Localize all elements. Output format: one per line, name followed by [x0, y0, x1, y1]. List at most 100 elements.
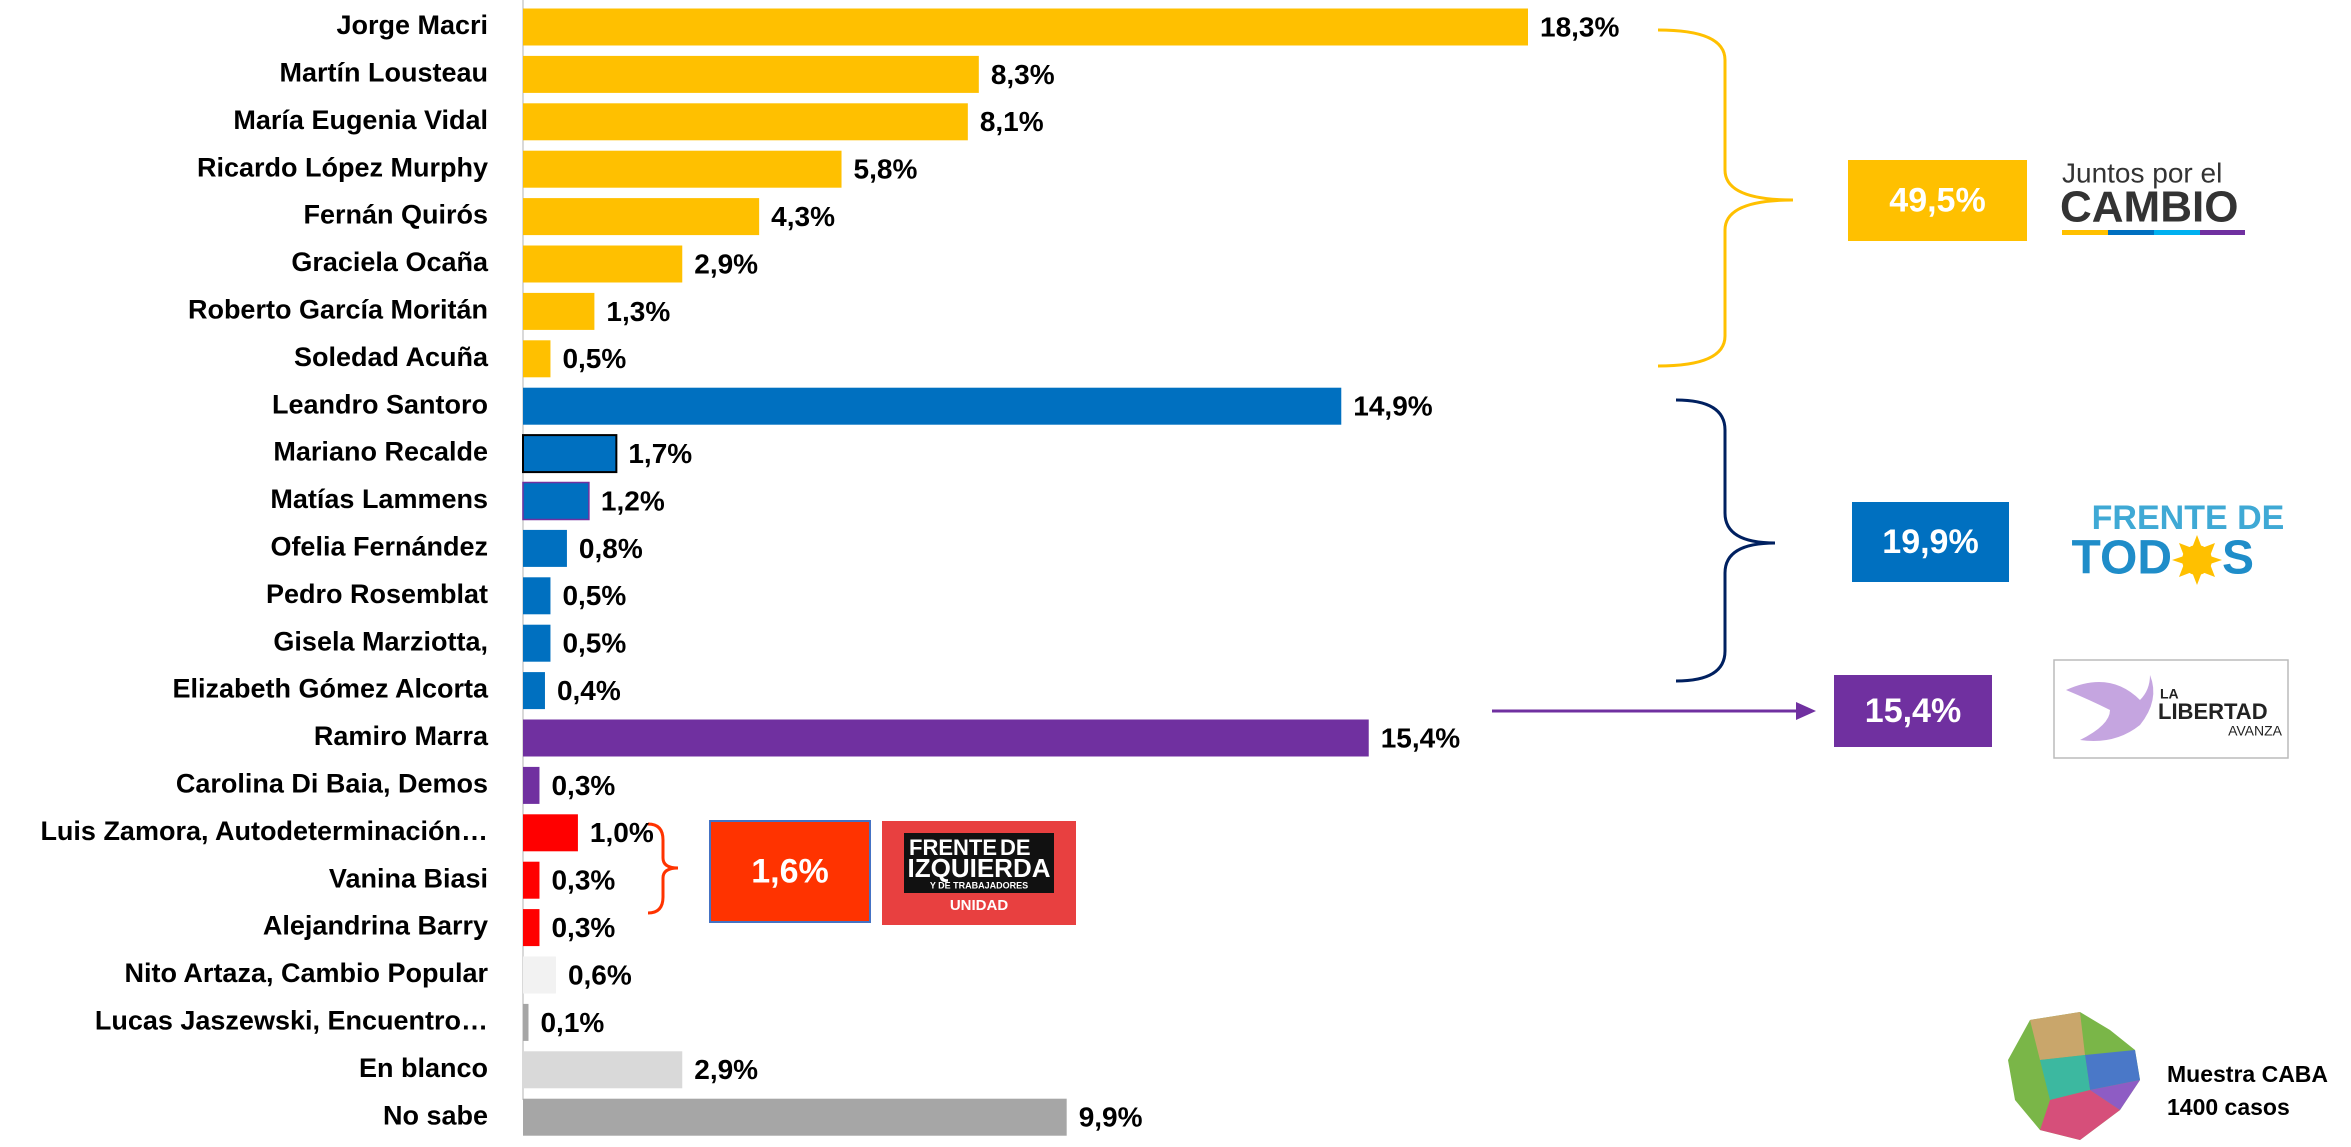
- value-label: 0,3%: [551, 912, 615, 943]
- value-label: 0,8%: [579, 533, 643, 564]
- bar: [523, 861, 540, 899]
- logo-text: DE: [1000, 835, 1031, 860]
- logo-frame: [904, 833, 1054, 893]
- brace: [647, 822, 679, 915]
- logo-text: FRENTE: [909, 835, 997, 860]
- category-label: Vanina Biasi: [329, 863, 488, 893]
- brace: [1657, 28, 1794, 368]
- value-label: 0,5%: [562, 628, 626, 659]
- bar: [523, 1003, 529, 1041]
- arrow-head: [1796, 702, 1816, 720]
- bar: [523, 719, 1369, 757]
- group-total-box: [1834, 675, 1992, 747]
- value-label: 0,5%: [562, 343, 626, 374]
- category-label: María Eugenia Vidal: [233, 105, 488, 135]
- category-label: Jorge Macri: [336, 10, 488, 40]
- category-label: Graciela Ocaña: [291, 247, 489, 277]
- logo-text: Juntos por el: [2062, 157, 2222, 188]
- bar: [523, 624, 551, 662]
- bar: [523, 1051, 683, 1089]
- bar: [523, 672, 545, 710]
- map-region: [2090, 1080, 2140, 1110]
- value-label: 18,3%: [1540, 11, 1619, 42]
- map-icon: [2008, 1012, 2140, 1140]
- bar: [522, 481, 590, 521]
- value-label: 8,3%: [991, 59, 1055, 90]
- category-label: Matías Lammens: [270, 484, 488, 514]
- bar: [523, 340, 551, 378]
- logo-text: Y DE TRABAJADORES: [930, 880, 1028, 890]
- bar: [522, 434, 618, 474]
- map-region: [2085, 1050, 2140, 1090]
- value-label: 0,3%: [551, 770, 615, 801]
- value-label: 9,9%: [1079, 1102, 1143, 1133]
- bar: [523, 956, 556, 994]
- category-label: Alejandrina Barry: [263, 911, 488, 941]
- category-label: Carolina Di Baia, Demos: [176, 769, 488, 799]
- logo-todos: FRENTE DE TOD S: [2072, 499, 2285, 585]
- category-label: No sabe: [383, 1100, 488, 1130]
- value-label: 4,3%: [771, 201, 835, 232]
- value-label: 15,4%: [1381, 722, 1460, 753]
- group-total-box: [709, 820, 871, 923]
- group-total-label: 19,9%: [1882, 523, 1978, 561]
- group-total-label: 15,4%: [1865, 692, 1961, 730]
- group-total-box: [1852, 502, 2009, 582]
- value-label: 1,7%: [628, 438, 692, 469]
- category-label: Elizabeth Gómez Alcorta: [172, 674, 489, 704]
- value-label: 0,1%: [540, 1007, 604, 1038]
- category-label: Roberto García Moritán: [188, 295, 488, 325]
- logo-juntos: Juntos por el CAMBIO: [2060, 157, 2245, 235]
- category-label: Martín Lousteau: [279, 58, 488, 88]
- category-label: Gisela Marziotta,: [273, 626, 488, 656]
- logo-text: TOD: [2072, 532, 2172, 585]
- value-label: 0,4%: [557, 675, 621, 706]
- bar: [523, 387, 1342, 425]
- logo-text: AVANZA: [2228, 723, 2283, 739]
- bar: [523, 8, 1528, 46]
- category-label: Nito Artaza, Cambio Popular: [124, 958, 488, 988]
- map-region: [2040, 1090, 2120, 1140]
- logo-libertad: LA LIBERTAD AVANZA: [2053, 659, 2289, 759]
- category-label: Mariano Recalde: [273, 437, 488, 467]
- group-total-label: 49,5%: [1889, 181, 1985, 219]
- map-region: [2040, 1055, 2090, 1100]
- value-label: 0,3%: [551, 865, 615, 896]
- category-label: Luis Zamora, Autodeterminación…: [40, 816, 488, 846]
- value-label: 0,6%: [568, 959, 632, 990]
- note: Muestra CABA: [2167, 1061, 2328, 1087]
- logo-stripe: [2062, 230, 2108, 235]
- bar: [523, 55, 979, 93]
- logo-text: IZQUIERDA: [908, 853, 1051, 883]
- category-label: Lucas Jaszewski, Encuentro…: [95, 1006, 488, 1036]
- group-total-box: [1848, 160, 2027, 241]
- value-label: 1,2%: [601, 485, 665, 516]
- bar: [523, 292, 595, 330]
- bar: [523, 909, 540, 947]
- category-label: Leandro Santoro: [272, 389, 488, 419]
- value-label: 0,5%: [562, 580, 626, 611]
- bar: [523, 198, 760, 236]
- logo-stripe: [2154, 230, 2200, 235]
- value-label: 1,0%: [590, 817, 654, 848]
- value-label: 5,8%: [854, 154, 918, 185]
- value-label: 8,1%: [980, 106, 1044, 137]
- brace: [1675, 398, 1776, 683]
- logo-text: S: [2222, 532, 2254, 585]
- category-label: Ricardo López Murphy: [197, 152, 488, 182]
- category-label: Soledad Acuña: [294, 342, 489, 372]
- bar: [523, 766, 540, 804]
- logo-sun: [2172, 535, 2222, 585]
- bar: [523, 577, 551, 615]
- category-label: Ramiro Marra: [314, 721, 489, 751]
- logo-text: UNIDAD: [950, 897, 1008, 914]
- logo-stripe: [2200, 230, 2245, 235]
- logo-text: FRENTE DE: [2092, 499, 2285, 537]
- note: 1400 casos: [2167, 1094, 2290, 1120]
- logo-text: LA: [2160, 686, 2179, 702]
- bar: [523, 245, 683, 283]
- value-label: 2,9%: [694, 1054, 758, 1085]
- value-label: 1,3%: [606, 296, 670, 327]
- logo-izquierda: FRENTE DE IZQUIERDA Y DE TRABAJADORES UN…: [882, 821, 1076, 925]
